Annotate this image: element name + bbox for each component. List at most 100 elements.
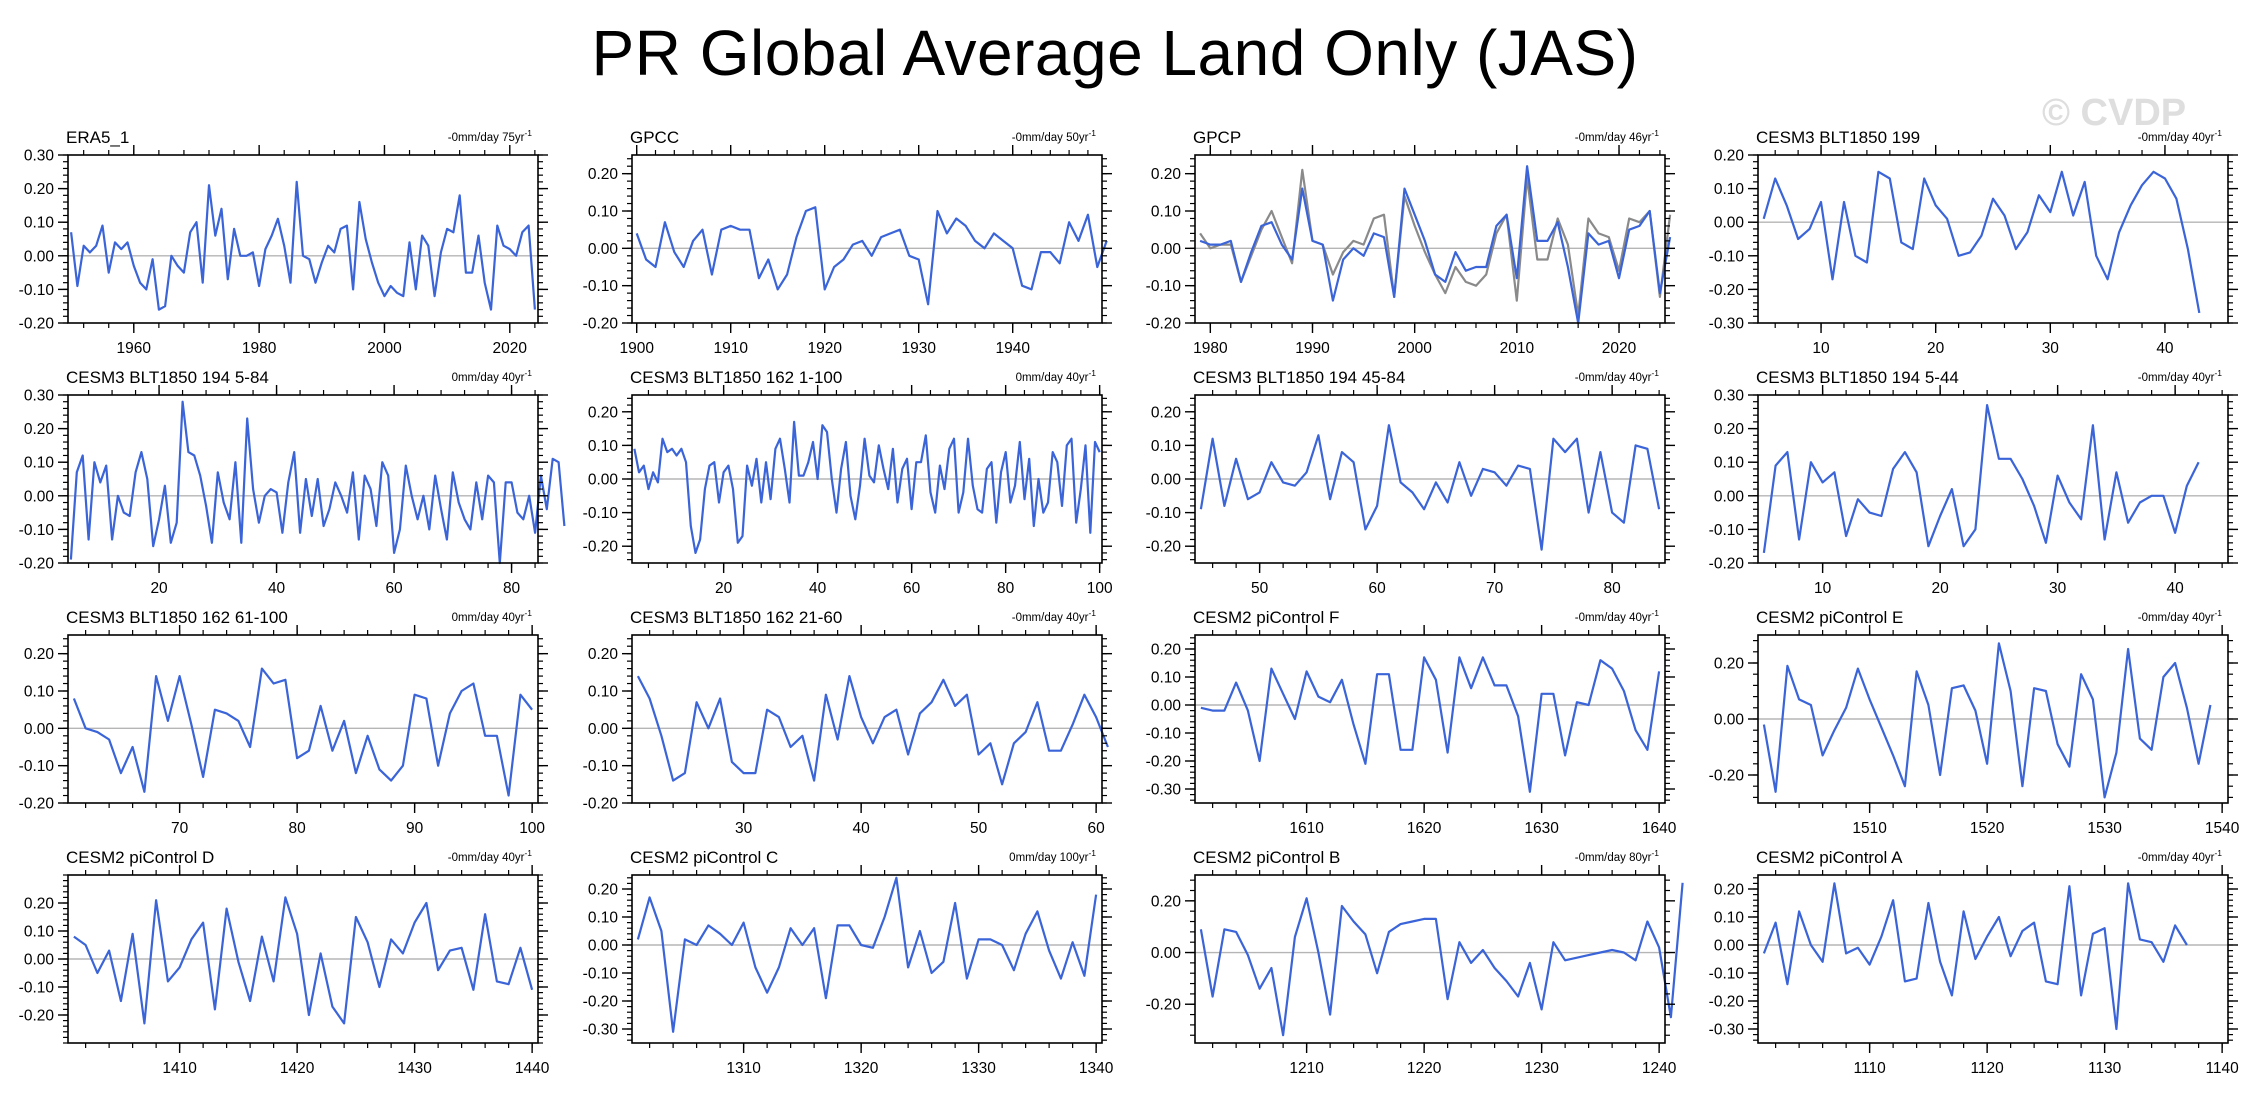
y-tick-label: 0.00 (588, 938, 619, 955)
trend-label-exponent: -1 (2214, 848, 2222, 858)
y-tick-label: 0.10 (1151, 204, 1182, 221)
y-tick-label: 0.10 (24, 684, 55, 701)
y-tick-label: -0.20 (1709, 994, 1745, 1011)
y-tick-label: -0.30 (1146, 782, 1182, 799)
y-tick-label: -0.10 (19, 758, 55, 775)
y-tick-label: -0.30 (583, 1022, 619, 1039)
plot-frame (67, 394, 539, 564)
panel-title: CESM2 piControl D (66, 848, 214, 867)
trend-label: -0mm/day 40yr-1 (1575, 368, 1660, 384)
panel-9: -0.20 -0.10 0.00 0.10 0.20 70 80 90 100 CESM3 BLT… (19, 608, 548, 837)
x-tick-label: 40 (809, 580, 827, 597)
panel-3: -0.20 -0.10 0.00 0.10 0.20 1980 1990 2000 2010 20… (1146, 128, 1675, 357)
panel-title: CESM2 piControl A (1756, 848, 1903, 867)
y-tick-label: 0.00 (1714, 712, 1745, 729)
panel-14: -0.30 -0.20 -0.10 0.00 0.10 0.20 1310 1320 1330 1… (583, 848, 1114, 1077)
x-tick-label: 1230 (1524, 1060, 1559, 1077)
y-tick-label: 0.20 (1714, 656, 1745, 673)
x-tick-label: 70 (171, 820, 189, 837)
panel-10: -0.20 -0.10 0.00 0.10 0.20 30 40 50 60 CESM3 BLT1… (583, 608, 1112, 837)
y-tick-label: -0.30 (1709, 1022, 1745, 1039)
panel-12: -0.20 0.00 0.20 1510 1520 1530 1540 CESM2 piCon… (1709, 608, 2240, 837)
plot-frame (1757, 874, 2229, 1044)
trend-label: -0mm/day 40yr-1 (2138, 848, 2223, 864)
x-tick-label: 1920 (807, 340, 842, 357)
panel-title: ERA5_1 (66, 128, 129, 147)
series-line (69, 400, 566, 565)
y-tick-label: -0.20 (1146, 754, 1182, 771)
y-tick-label: 0.20 (1151, 893, 1182, 910)
plot-frame (1194, 154, 1666, 324)
x-tick-label: 1990 (1295, 340, 1330, 357)
series-line (633, 420, 1101, 555)
trend-label-exponent: -1 (1651, 368, 1659, 378)
y-tick-label: 0.20 (1714, 882, 1745, 899)
panel-6: -0.20 -0.10 0.00 0.10 0.20 20 40 60 80 100 CESM3 B… (583, 368, 1113, 597)
trend-label-exponent: -1 (1088, 368, 1096, 378)
y-tick-label: -0.10 (1709, 522, 1745, 539)
panel-4: -0.30 -0.20 -0.10 0.00 0.10 0.20 10 20 30 40 CESM3… (1709, 128, 2238, 357)
panel-title: GPCP (1193, 128, 1241, 147)
x-tick-label: 100 (519, 820, 545, 837)
y-tick-label: -0.30 (1709, 316, 1745, 333)
x-tick-label: 1210 (1289, 1060, 1324, 1077)
x-tick-label: 1510 (1852, 820, 1887, 837)
x-tick-label: 1110 (1854, 1060, 1887, 1077)
x-tick-label: 40 (2167, 580, 2185, 597)
series-line (73, 896, 534, 1025)
x-tick-label: 40 (2156, 340, 2174, 357)
x-tick-label: 1610 (1289, 820, 1324, 837)
x-tick-label: 20 (150, 580, 168, 597)
y-tick-label: -0.10 (583, 758, 619, 775)
trend-label: -0mm/day 40yr-1 (1575, 608, 1660, 624)
trend-label-exponent: -1 (1651, 848, 1659, 858)
y-tick-label: 0.10 (588, 438, 619, 455)
x-tick-label: 1440 (515, 1060, 550, 1077)
x-tick-label: 1910 (713, 340, 748, 357)
plot-frame (631, 154, 1103, 324)
y-tick-label: 0.20 (24, 181, 55, 198)
trend-label-exponent: -1 (2214, 368, 2222, 378)
y-tick-label: -0.10 (1709, 248, 1745, 265)
x-tick-label: 1420 (280, 1060, 315, 1077)
panel-title: CESM2 piControl F (1193, 608, 1339, 627)
trend-label-exponent: -1 (1088, 608, 1096, 618)
series-line (1762, 404, 2200, 554)
y-tick-label: -0.20 (1709, 768, 1745, 785)
trend-label-exponent: -1 (2214, 608, 2222, 618)
y-tick-label: 0.20 (1714, 421, 1745, 438)
y-tick-label: 0.00 (1151, 698, 1182, 715)
y-tick-label: 0.20 (1151, 642, 1182, 659)
series-line (1762, 882, 2188, 1031)
x-tick-label: 80 (1604, 580, 1622, 597)
y-tick-label: -0.10 (583, 278, 619, 295)
x-tick-label: 1630 (1524, 820, 1559, 837)
x-tick-label: 1940 (995, 340, 1030, 357)
panel-title: CESM3 BLT1850 199 (1756, 128, 1920, 147)
x-tick-label: 60 (1369, 580, 1387, 597)
x-tick-label: 20 (715, 580, 733, 597)
plot-frame (1757, 394, 2229, 564)
trend-label: 0mm/day 40yr-1 (1016, 368, 1097, 384)
x-tick-label: 1430 (397, 1060, 432, 1077)
x-tick-label: 60 (1088, 820, 1106, 837)
panel-1: -0.20 -0.10 0.00 0.10 0.20 0.30 1960 1980 2000 20… (19, 128, 548, 357)
panel-title: CESM3 BLT1850 162 21-60 (630, 608, 842, 627)
y-tick-label: 0.00 (588, 721, 619, 738)
trend-label: -0mm/day 40yr-1 (1012, 608, 1097, 624)
x-tick-label: 40 (268, 580, 286, 597)
x-tick-label: 1130 (2088, 1060, 2122, 1077)
panel-title: GPCC (630, 128, 679, 147)
y-tick-label: 0.00 (24, 488, 55, 505)
y-tick-label: 0.10 (24, 924, 55, 941)
plot-frame (67, 154, 539, 324)
series-line (1762, 170, 2201, 314)
y-tick-label: -0.20 (1146, 539, 1182, 556)
y-tick-label: -0.20 (19, 1008, 55, 1025)
y-tick-label: 0.10 (24, 215, 55, 232)
panel-5: -0.20 -0.10 0.00 0.10 0.20 0.30 20 40 60 80 CESM3 … (19, 368, 566, 597)
trend-label: 0mm/day 40yr-1 (452, 608, 533, 624)
y-tick-label: 0.20 (24, 421, 55, 438)
x-tick-label: 20 (1927, 340, 1945, 357)
